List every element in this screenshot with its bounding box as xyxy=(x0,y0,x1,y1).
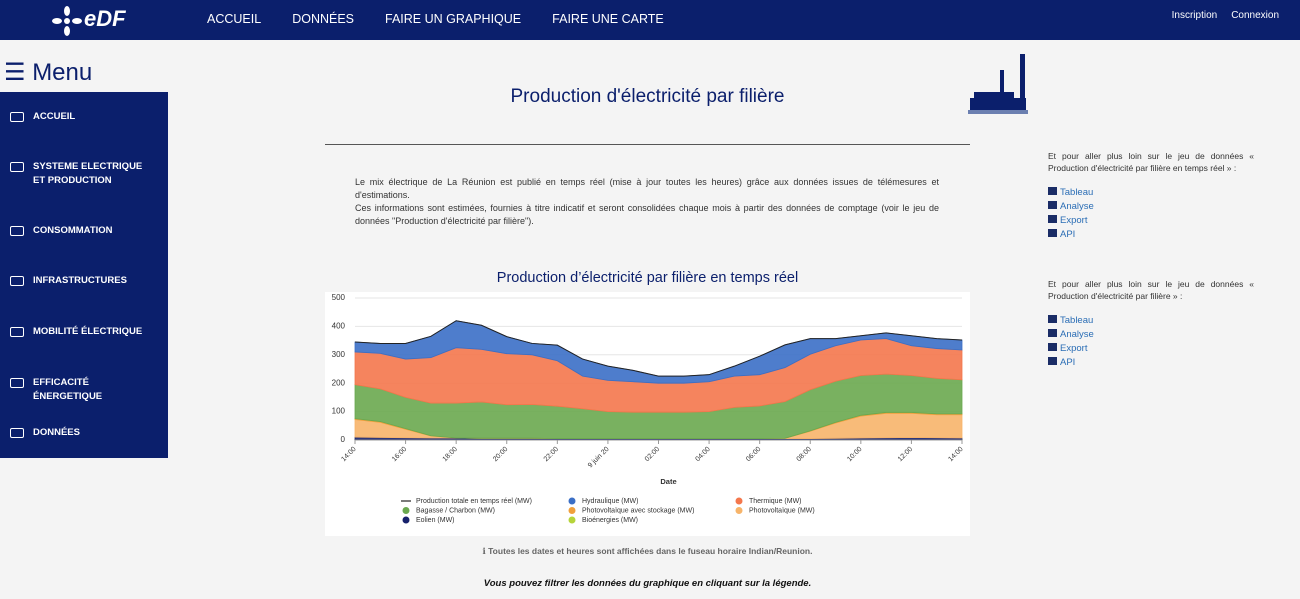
nav-item[interactable]: DONNÉES xyxy=(292,12,355,26)
top-nav: eDF ACCUEIL DONNÉES FAIRE UN GRAPHIQUE FAIR… xyxy=(0,0,1300,40)
legend-label: Bioénergies (MW) xyxy=(582,517,638,524)
legend-item[interactable]: Bagasse / Charbon (MW) xyxy=(402,507,495,514)
y-tick-label: 200 xyxy=(332,378,346,387)
description-paragraph: Ces informations sont estimées, fournies… xyxy=(355,203,939,226)
side-icon xyxy=(10,112,24,122)
side-icon xyxy=(10,162,24,172)
legend-swatch xyxy=(735,507,743,514)
nav-item[interactable]: FAIRE UN GRAPHIQUE xyxy=(385,12,522,26)
x-tick-label: 18:00 xyxy=(442,446,459,463)
account-link[interactable]: Connexion xyxy=(1231,10,1279,21)
account-links: Inscription Connexion xyxy=(1172,10,1279,21)
logo-mark xyxy=(52,6,82,36)
info-icon: ℹ xyxy=(482,546,489,556)
page-title: Production d'électricité par filière xyxy=(510,86,785,107)
x-tick-label: 20:00 xyxy=(492,446,509,463)
aside-link[interactable]: API xyxy=(1048,356,1254,370)
sidebar: ACCUEIL SYSTEME ELECTRIQUE ET PRODUCTION C… xyxy=(0,92,168,458)
legend-label: Bagasse / Charbon (MW) xyxy=(416,507,495,514)
chart: 0 100 200 300 400 500 14:00 16:00 18:00 20:00 22:0… xyxy=(325,292,970,536)
y-tick-label: 400 xyxy=(332,322,346,331)
aside-link[interactable]: Tableau xyxy=(1048,186,1254,200)
aside-link[interactable]: Tableau xyxy=(1048,314,1254,328)
side-icon xyxy=(10,428,24,438)
legend-label: Production totale en temps réel (MW) xyxy=(416,498,532,505)
legend-label: Thermique (MW) xyxy=(749,498,802,505)
legend-item[interactable]: Bioénergies (MW) xyxy=(568,516,639,524)
aside-text: Et pour aller plus loin sur le jeu de do… xyxy=(1048,279,1254,301)
x-tick-label: 9 juin 20 xyxy=(587,446,611,470)
account-link[interactable]: Inscription xyxy=(1171,10,1218,21)
x-tick-label: 10:00 xyxy=(846,446,863,463)
y-tick-label: 100 xyxy=(332,407,346,416)
legend-item[interactable]: Production totale en temps réel (MW) xyxy=(401,498,532,505)
legend-swatch xyxy=(568,497,576,505)
line xyxy=(354,320,963,377)
side-icon xyxy=(10,327,24,337)
chart-title: Production d’électricité par filière en … xyxy=(496,270,799,286)
y-tick-label: 500 xyxy=(332,293,346,302)
nav-item[interactable]: FAIRE UNE CARTE xyxy=(552,12,664,26)
x-tick-label: 16:00 xyxy=(391,446,408,463)
side-icon xyxy=(10,276,24,286)
side-item[interactable]: SYSTEME ELECTRIQUE ET PRODUCTION xyxy=(33,161,143,186)
legend-item[interactable]: Eolien (MW) xyxy=(402,516,455,524)
menu-title[interactable]: ☰ Menu xyxy=(4,58,92,87)
y-tick-label: 0 xyxy=(341,435,346,444)
x-tick-label: 22:00 xyxy=(543,446,560,463)
x-tick-label: 08:00 xyxy=(796,446,813,463)
logo[interactable]: eDF xyxy=(84,6,126,31)
aside-text: Et pour aller plus loin sur le jeu de do… xyxy=(1048,151,1254,173)
legend-item[interactable]: Hydraulique (MW) xyxy=(568,497,639,505)
timezone-note: ℹ Toutes les dates et heures sont affich… xyxy=(325,546,970,557)
legend-swatch xyxy=(402,507,410,514)
nav-item[interactable]: ACCUEIL xyxy=(207,12,262,26)
side-item[interactable]: DONNÉES xyxy=(33,427,80,438)
x-tick-label: 14:00 xyxy=(340,446,357,463)
side-icon xyxy=(10,378,24,388)
legend-item[interactable]: Photovoltaïque (MW) xyxy=(735,507,815,514)
legend-swatch xyxy=(568,516,576,524)
aside-link[interactable]: Export xyxy=(1048,214,1254,228)
description: Le mix électrique de La Réunion est publ… xyxy=(355,176,939,228)
aside-link[interactable]: Export xyxy=(1048,342,1254,356)
side-item[interactable]: INFRASTRUCTURES xyxy=(33,275,127,286)
aside-link[interactable]: Analyse xyxy=(1048,328,1254,342)
x-axis-label: Date xyxy=(660,477,676,486)
x-tick-label: 06:00 xyxy=(745,446,762,463)
y-tick-label: 300 xyxy=(332,350,346,359)
x-tick-label: 04:00 xyxy=(694,446,711,463)
aside-link[interactable]: API xyxy=(1048,228,1254,242)
description-paragraph: Le mix électrique de La Réunion est publ… xyxy=(355,177,939,200)
legend-swatch xyxy=(568,507,576,514)
timezone-text: Toutes les dates et heures sont affichée… xyxy=(488,546,813,556)
filter-note: Vous pouvez filtrer les données du graph… xyxy=(483,578,812,589)
menu-icon: ☰ xyxy=(4,59,33,86)
legend-label: Hydraulique (MW) xyxy=(582,498,638,505)
x-tick-label: 02:00 xyxy=(644,446,661,463)
legend-label: Photovoltaïque (MW) xyxy=(749,507,815,514)
aside-link[interactable]: Analyse xyxy=(1048,200,1254,214)
menu-label: Menu xyxy=(32,59,93,86)
x-tick-label: 12:00 xyxy=(897,446,914,463)
aside-block: Et pour aller plus loin sur le jeu de do… xyxy=(1048,278,1254,370)
legend-label: Photovoltaïque avec stockage (MW) xyxy=(582,507,694,514)
side-item[interactable]: EFFICACITÉ ÉNERGETIQUE xyxy=(33,377,103,402)
divider xyxy=(325,144,970,145)
nav-items: ACCUEIL DONNÉES FAIRE UN GRAPHIQUE FAIRE UN… xyxy=(207,12,664,26)
factory-icon xyxy=(968,54,1028,114)
side-item[interactable]: CONSOMMATION xyxy=(33,225,113,236)
legend-swatch xyxy=(402,516,410,524)
x-tick-label: 14:00 xyxy=(947,446,964,463)
legend-item[interactable]: Thermique (MW) xyxy=(735,497,802,505)
side-icon xyxy=(10,226,24,236)
legend-swatch xyxy=(735,497,743,505)
side-item[interactable]: MOBILITÉ ÉLECTRIQUE xyxy=(33,326,143,337)
aside-block: Et pour aller plus loin sur le jeu de do… xyxy=(1048,150,1254,242)
side-item[interactable]: ACCUEIL xyxy=(33,111,76,122)
legend-label: Eolien (MW) xyxy=(416,517,455,524)
legend-item[interactable]: Photovoltaïque avec stockage (MW) xyxy=(568,507,695,514)
